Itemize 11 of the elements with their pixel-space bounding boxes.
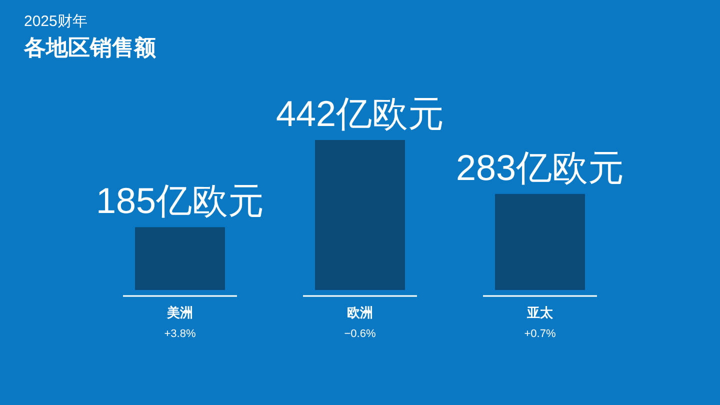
data-label: 185亿欧元: [96, 180, 264, 222]
chart-title: 各地区销售额: [23, 35, 157, 60]
text: +3.8%: [164, 328, 196, 340]
data-label: 283亿欧元: [456, 146, 624, 188]
x-tick-label: 美洲: [166, 305, 193, 320]
x-tick-label: 欧洲: [347, 305, 373, 320]
text: +0.7%: [524, 328, 556, 340]
x-tick-label: 亚太: [526, 305, 554, 320]
data-label: 442亿欧元: [276, 93, 444, 134]
text: −0.6%: [344, 328, 376, 340]
chart-subtitle: 2025财年: [24, 13, 88, 30]
